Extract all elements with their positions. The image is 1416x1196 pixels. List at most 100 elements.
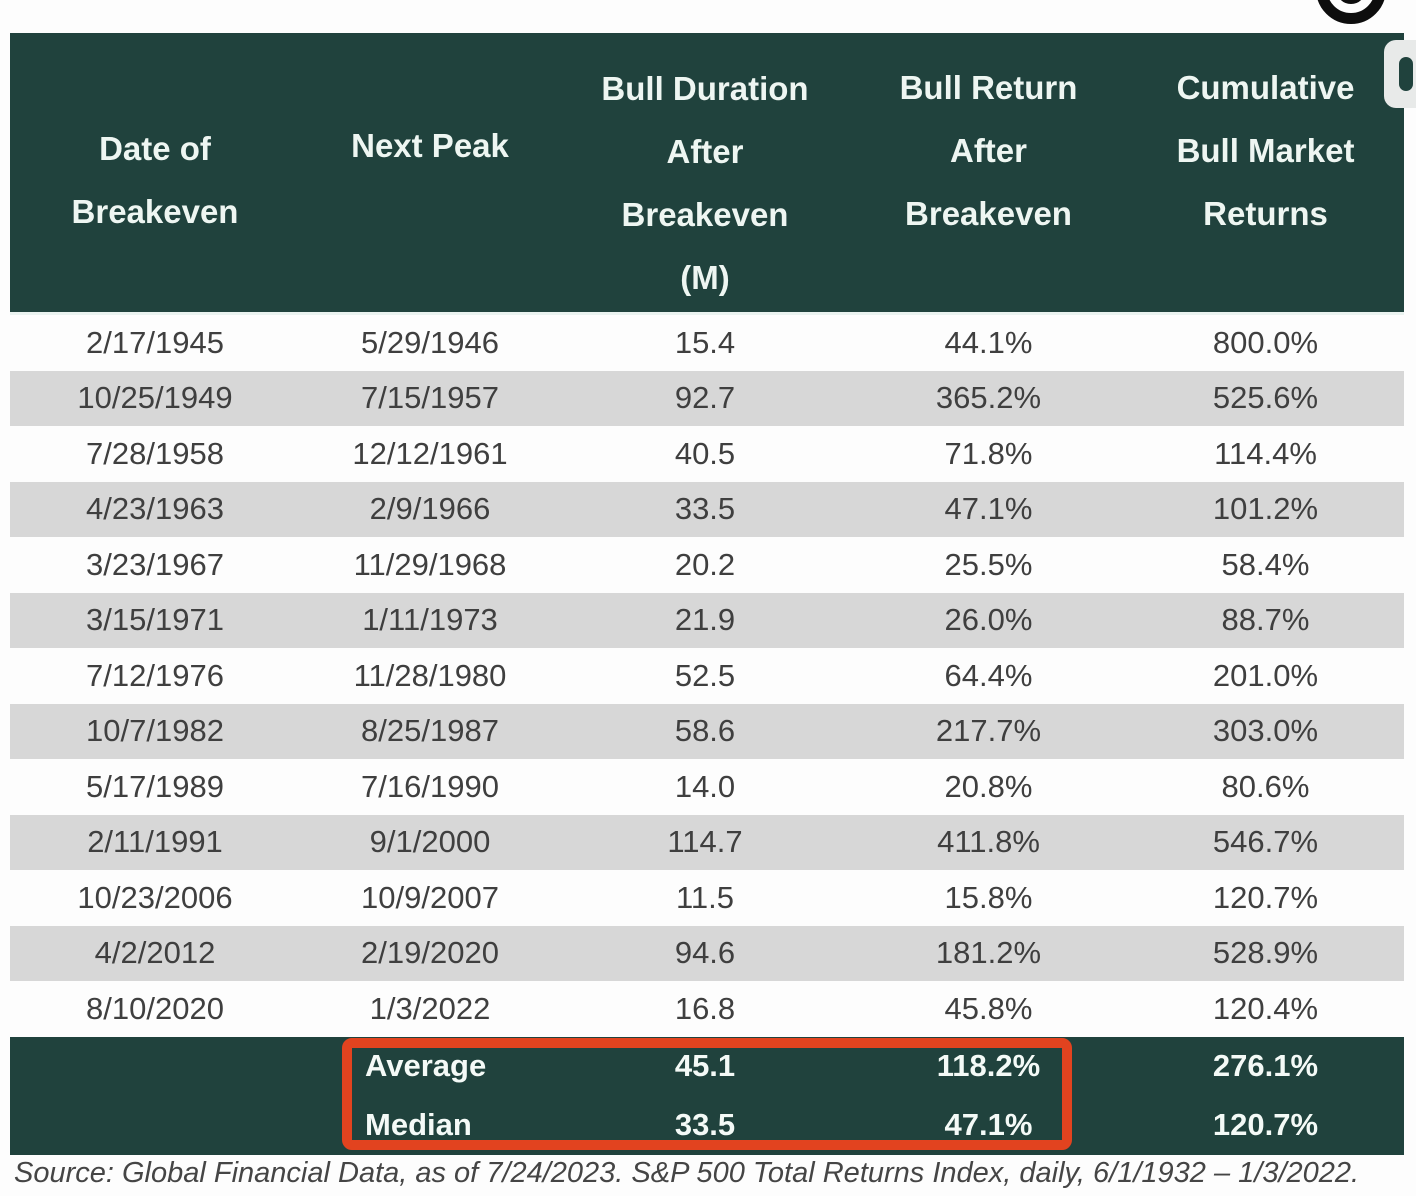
table-cell: 8/25/1987	[361, 713, 499, 749]
summary-label: Average	[365, 1048, 487, 1083]
table-cell: 546.7%	[1212, 824, 1319, 860]
corner-capsule-slot	[1399, 57, 1413, 91]
table-cell: 10/23/2006	[77, 879, 233, 915]
table-cell: 217.7%	[935, 713, 1042, 749]
summary-row: Median 33.5 47.1% 120.7%	[10, 1096, 1404, 1155]
table-cell: 120.4%	[1212, 990, 1319, 1026]
table-cell: 2/9/1966	[369, 491, 491, 527]
table-cell: 20.2	[674, 546, 736, 582]
col-header-next-peak: Next Peak	[351, 126, 509, 164]
table-cell: 52.5	[674, 657, 736, 693]
table-cell: 58.4%	[1221, 546, 1310, 582]
table-cell: 11/29/1968	[353, 546, 507, 582]
table-cell: 80.6%	[1221, 768, 1310, 804]
table-cell: 11.5	[675, 879, 735, 915]
table-cell: 7/16/1990	[361, 768, 499, 804]
table-row: 5/17/1989 7/16/1990 14.0 20.8% 80.6%	[10, 759, 1404, 815]
table-row: 10/7/1982 8/25/1987 58.6 217.7% 303.0%	[10, 703, 1404, 759]
table-cell: 88.7%	[1221, 602, 1310, 638]
table-cell: 7/15/1957	[361, 380, 499, 416]
bull-market-table: Date of Breakeven Next Peak Bull Duratio…	[10, 33, 1404, 1155]
table-body: 2/17/1945 5/29/1946 15.4 44.1% 800.0% 10/25/1…	[10, 315, 1404, 1037]
table-cell: 92.7	[674, 380, 736, 416]
table-row: 3/23/1967 11/29/1968 20.2 25.5% 58.4%	[10, 537, 1404, 593]
table-cell: 33.5	[674, 491, 736, 527]
table-cell: 14.0	[674, 768, 736, 804]
table-cell: 3/15/1971	[86, 602, 224, 638]
table-summary: Average 45.1 118.2% 276.1% Median 33.5 47.1% 12…	[10, 1036, 1404, 1155]
summary-value: 33.5	[674, 1107, 736, 1142]
table-cell: 44.1%	[944, 324, 1033, 360]
table-cell: 114.7	[667, 824, 743, 860]
table-cell: 5/17/1989	[86, 768, 224, 804]
summary-label: Median	[365, 1107, 472, 1142]
table-cell: 1/3/2022	[369, 990, 491, 1026]
summary-value: 45.1	[674, 1048, 736, 1083]
table-cell: 58.6	[674, 713, 736, 749]
table-cell: 15.4	[674, 324, 736, 360]
table-cell: 40.5	[674, 435, 736, 471]
table-cell: 800.0%	[1212, 324, 1319, 360]
table-cell: 365.2%	[935, 380, 1042, 416]
table-row: 4/23/1963 2/9/1966 33.5 47.1% 101.2%	[10, 481, 1404, 537]
table-row: 3/15/1971 1/11/1973 21.9 26.0% 88.7%	[10, 592, 1404, 648]
table-cell: 4/2/2012	[94, 935, 216, 971]
summary-value: 120.7%	[1212, 1107, 1319, 1142]
table-cell: 114.4%	[1214, 435, 1317, 471]
table-row: 4/2/2012 2/19/2020 94.6 181.2% 528.9%	[10, 925, 1404, 981]
table-row: 7/28/1958 12/12/1961 40.5 71.8% 114.4%	[10, 426, 1404, 482]
table-cell: 45.8%	[944, 990, 1033, 1026]
table-cell: 2/11/1991	[87, 824, 223, 860]
table-row: 10/23/2006 10/9/2007 11.5 15.8% 120.7%	[10, 870, 1404, 926]
summary-value: 47.1%	[944, 1107, 1033, 1142]
table-cell: 71.8%	[944, 435, 1033, 471]
table-row: 7/12/1976 11/28/1980 52.5 64.4% 201.0%	[10, 648, 1404, 704]
summary-row: Average 45.1 118.2% 276.1%	[10, 1037, 1404, 1096]
table-row: 8/10/2020 1/3/2022 16.8 45.8% 120.4%	[10, 981, 1404, 1037]
col-header-bull-duration: Bull Duration After Breakeven (M)	[601, 69, 809, 296]
table-cell: 25.5%	[944, 546, 1033, 582]
summary-value: 118.2%	[936, 1048, 1041, 1083]
table-cell: 94.6	[674, 935, 736, 971]
table-row: 2/17/1945 5/29/1946 15.4 44.1% 800.0%	[10, 315, 1404, 371]
table-cell: 64.4%	[944, 657, 1033, 693]
col-header-bull-return: Bull Return After Breakeven	[899, 69, 1078, 232]
table-cell: 20.8%	[944, 768, 1033, 804]
table-cell: 21.9	[674, 602, 736, 638]
table-header-row: Date of Breakeven Next Peak Bull Duratio…	[10, 33, 1404, 315]
corner-capsule-shape	[1384, 40, 1416, 108]
table-cell: 11/28/1980	[353, 657, 507, 693]
table-cell: 120.7%	[1212, 879, 1319, 915]
table-cell: 12/12/1961	[352, 435, 508, 471]
table-cell: 101.2%	[1212, 491, 1319, 527]
summary-value: 276.1%	[1212, 1048, 1319, 1083]
table-cell: 10/7/1982	[86, 713, 224, 749]
table-cell: 4/23/1963	[86, 491, 224, 527]
table-cell: 10/25/1949	[77, 380, 233, 416]
table-cell: 9/1/2000	[369, 824, 491, 860]
source-note: Source: Global Financial Data, as of 7/2…	[14, 1157, 1360, 1189]
table-cell: 1/11/1973	[362, 602, 498, 638]
col-header-date-of-breakeven: Date of Breakeven	[71, 130, 239, 230]
table-cell: 47.1%	[944, 491, 1033, 527]
target-icon	[1316, 0, 1386, 24]
table-cell: 411.8%	[937, 824, 1040, 860]
table-cell: 10/9/2007	[361, 879, 499, 915]
target-icon-inner-ring	[1336, 0, 1366, 4]
table-cell: 26.0%	[944, 602, 1033, 638]
table-cell: 3/23/1967	[86, 546, 224, 582]
table-row: 2/11/1991 9/1/2000 114.7 411.8% 546.7%	[10, 814, 1404, 870]
table-cell: 15.8%	[944, 879, 1033, 915]
col-header-cumulative-returns: Cumulative Bull Market Returns	[1176, 69, 1355, 232]
table-cell: 2/19/2020	[361, 935, 499, 971]
table-cell: 16.8	[674, 990, 736, 1026]
table-cell: 525.6%	[1212, 380, 1319, 416]
table-cell: 528.9%	[1212, 935, 1319, 971]
table-cell: 2/17/1945	[86, 324, 224, 360]
table-cell: 303.0%	[1212, 713, 1319, 749]
table-cell: 8/10/2020	[86, 990, 224, 1026]
table-cell: 7/12/1976	[86, 657, 224, 693]
table-cell: 5/29/1946	[361, 324, 499, 360]
table-row: 10/25/1949 7/15/1957 92.7 365.2% 525.6%	[10, 370, 1404, 426]
table-cell: 181.2%	[935, 935, 1042, 971]
